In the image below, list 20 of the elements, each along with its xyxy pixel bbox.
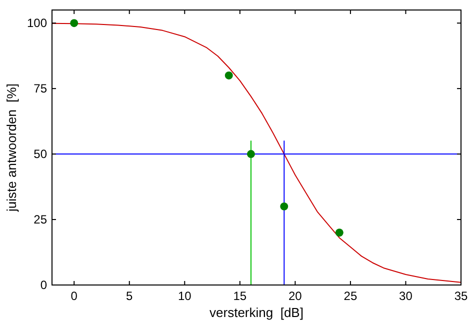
point (70, 19, 78, 28)
point (335, 228, 344, 237)
y-tick-label: 25 (34, 212, 48, 227)
y-tick-label: 50 (34, 147, 48, 162)
point (246, 150, 255, 158)
point (280, 202, 288, 210)
y-axis-title: juiste antwoorden [%] (4, 84, 19, 212)
x-tick-label: 10 (178, 289, 192, 303)
x-tick-label: 30 (399, 289, 413, 303)
x-tick-label: 0 (70, 289, 78, 303)
x-tick-label: 20 (288, 289, 302, 303)
x-tick-label: 35 (454, 289, 468, 303)
y-tick-label: 0 (40, 278, 48, 292)
x-axis-title: versterking [dB] (210, 305, 304, 320)
x-tick-label: 25 (344, 289, 358, 303)
y-tick-label: 100 (26, 16, 48, 30)
point (224, 71, 233, 80)
x-tick-label: 5 (126, 289, 134, 303)
x-tick-label: 15 (233, 289, 247, 303)
y-tick-label: 75 (34, 82, 48, 96)
